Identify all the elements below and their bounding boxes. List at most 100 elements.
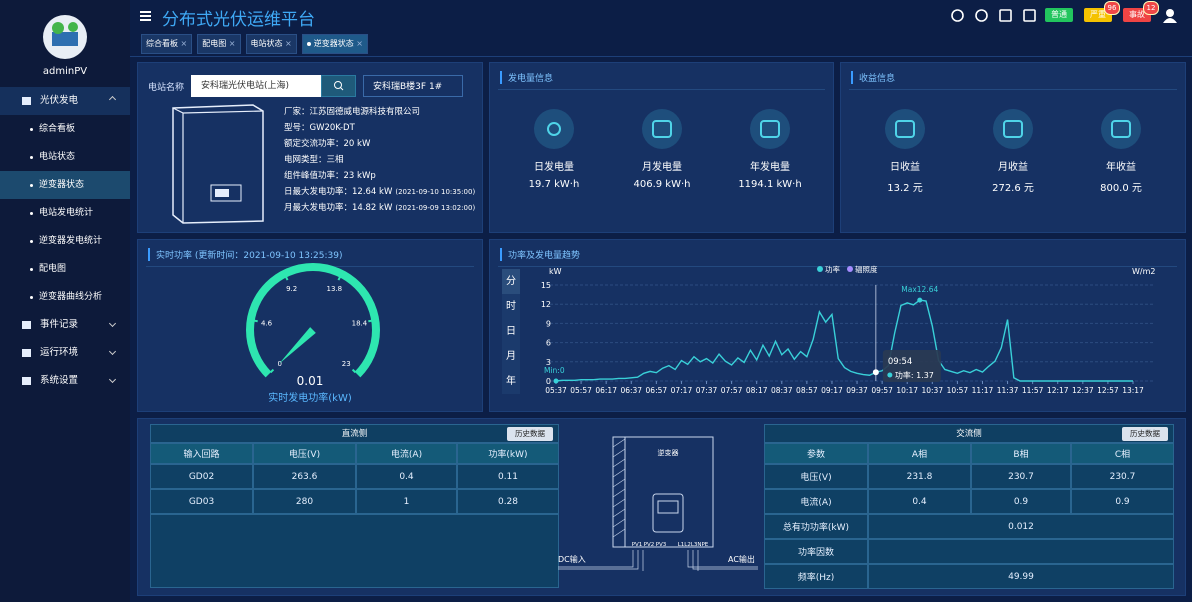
stat-icon: [993, 109, 1033, 149]
history-button[interactable]: 历史数据: [507, 427, 553, 441]
submenu-item[interactable]: 综合看板: [0, 115, 130, 143]
table-title: 交流侧: [764, 424, 1174, 443]
submenu-label: 电站状态: [39, 152, 76, 162]
min-point: [553, 378, 559, 384]
gauge-label: 实时发电功率(kW): [268, 391, 352, 404]
stat-icon: [1111, 120, 1131, 138]
inverter-screen: [652, 493, 684, 533]
ac-ports: L1L2L3NPE: [678, 542, 709, 548]
station-select[interactable]: 安科瑞光伏电站(上海): [191, 75, 321, 97]
device-info: 厂家：江苏固德威电源科技有限公司: [284, 105, 420, 117]
panel-title: 功率及发电量趋势: [500, 248, 580, 261]
hatch: [612, 488, 626, 498]
ac-label: AC输出: [728, 554, 755, 564]
submenu-label: 逆变器状态: [39, 180, 85, 190]
logo: [43, 15, 87, 59]
logo-tree: [68, 22, 78, 32]
table-cell: 230.7: [971, 464, 1071, 489]
table-header: 功率(kW): [457, 443, 559, 464]
legend-marker: [847, 266, 853, 272]
stat-icon: [547, 122, 561, 136]
table-cell: 总有功功率(kW): [764, 514, 868, 539]
stat-icon: [885, 109, 925, 149]
info-text: 组件峰值功率：23 kWp: [284, 171, 376, 181]
dc-label: DC输入: [558, 554, 586, 564]
tab-label: 配电图: [202, 39, 227, 48]
table-cell: 0.012: [868, 514, 1174, 539]
inverter-side: [612, 436, 626, 548]
station-panel: 电站名称 安科瑞光伏电站(上海) 安科瑞B楼3F 1# 厂家：江苏固德威电源科技有限公…: [137, 62, 483, 233]
toolbar-icon: [999, 9, 1012, 22]
submenu-item[interactable]: 电站状态: [0, 143, 130, 171]
inverter-drawing: [172, 104, 264, 224]
alarm-button[interactable]: 普通: [1045, 8, 1073, 22]
legend-label: 辐照度: [855, 264, 878, 274]
stat-label: 月收益: [998, 162, 1028, 173]
inverter-name: 逆变器: [658, 448, 679, 457]
stat-icon: [750, 109, 790, 149]
alarm-label: 事故: [1129, 10, 1145, 19]
info-time: (2021-09-10 10:35:00): [395, 188, 476, 196]
tab[interactable]: 配电图: [197, 34, 241, 54]
chart: [642, 109, 682, 149]
tab[interactable]: 综合看板: [141, 34, 193, 54]
period-tab[interactable]: 时: [502, 294, 520, 319]
gauge-tick: [253, 319, 258, 323]
period-tab[interactable]: 年: [502, 369, 520, 394]
gauge-tick-label: 13.8: [327, 285, 343, 293]
stat-value: 13.2 元: [887, 183, 923, 194]
period-tab[interactable]: 分: [502, 269, 520, 294]
toolbar-icon: [975, 9, 988, 22]
table-cell: 0.4: [356, 464, 457, 489]
info-time: (2021-09-09 13:02:00): [395, 204, 476, 212]
y-tick-label: 15: [541, 281, 551, 290]
period-tab[interactable]: 日: [502, 319, 520, 344]
menu-item[interactable]: 事件记录: [0, 311, 130, 339]
stat-icon: [895, 120, 915, 138]
user-name: adminPV: [42, 66, 88, 77]
stat-label: 日收益: [890, 162, 920, 173]
stat-label: 年发电量: [750, 162, 790, 173]
menu-item[interactable]: 系统设置: [0, 367, 130, 395]
menu-item[interactable]: 运行环境: [0, 339, 130, 367]
menu-arrow: [108, 95, 117, 104]
menu-toggle[interactable]: [140, 11, 154, 23]
submenu-item[interactable]: 逆变器发电统计: [0, 227, 130, 255]
y-tick-label: 0: [546, 377, 551, 386]
station-label: 电站名称: [148, 83, 185, 93]
hatch: [612, 478, 626, 488]
submenu-item[interactable]: 电站发电统计: [0, 199, 130, 227]
x-tick-label: 11:17: [972, 386, 994, 395]
chart: [750, 109, 790, 149]
search-button[interactable]: [321, 75, 356, 97]
device-info: 月最大发电功率：14.82 kW (2021-09-09 13:02:00): [284, 201, 475, 213]
bullet: [30, 240, 33, 243]
menu-item[interactable]: 光伏发电: [0, 87, 130, 115]
submenu-item[interactable]: 逆变器曲线分析: [0, 283, 130, 311]
x-tick-label: 05:37: [545, 386, 567, 395]
gauge-tick: [351, 368, 357, 374]
alarm-button[interactable]: 事故 12: [1123, 1, 1159, 22]
inverter-select[interactable]: 安科瑞B楼3F 1#: [363, 75, 463, 97]
history-button[interactable]: 历史数据: [1122, 427, 1168, 441]
chart: [885, 109, 925, 149]
tab[interactable]: 逆变器状态: [301, 34, 368, 54]
pv-port: PV3: [656, 542, 667, 548]
x-tick-label: 06:57: [646, 386, 668, 395]
table-header: C相: [1071, 443, 1174, 464]
page-title: 分布式光伏运维平台: [162, 10, 315, 30]
alarm-button[interactable]: 严重 96: [1084, 1, 1120, 22]
submenu-item[interactable]: 配电图: [0, 255, 130, 283]
gauge-tick-label: 18.4: [352, 320, 368, 328]
period-tab[interactable]: 月: [502, 344, 520, 369]
tab[interactable]: 电站状态: [245, 34, 297, 54]
hatch: [612, 468, 626, 478]
table-header: A相: [868, 443, 971, 464]
submenu-label: 配电图: [39, 264, 67, 274]
menu-icon: [22, 349, 31, 357]
table-header: 电流(A): [356, 443, 457, 464]
min-label: Min:0: [544, 366, 565, 375]
submenu-item[interactable]: 逆变器状态: [0, 171, 130, 199]
max-point: [917, 297, 923, 303]
info-text: 厂家：江苏固德威电源科技有限公司: [284, 107, 421, 117]
